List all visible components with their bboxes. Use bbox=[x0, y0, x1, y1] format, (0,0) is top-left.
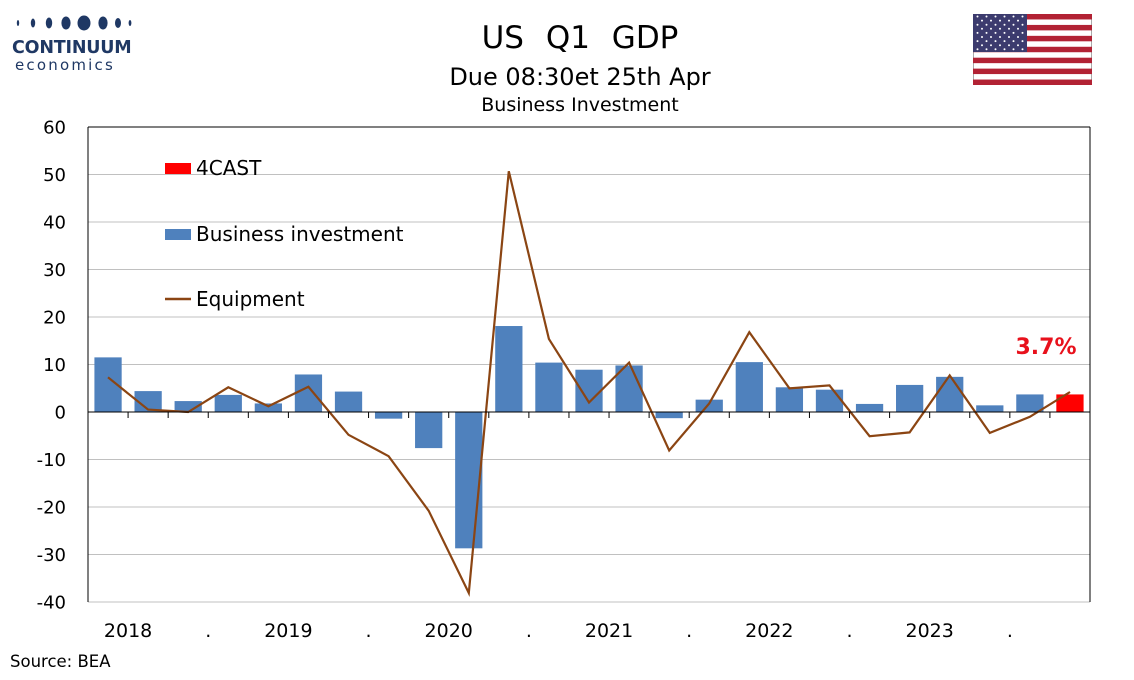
y-tick-label: -20 bbox=[37, 498, 66, 519]
x-tick-label: . bbox=[526, 620, 532, 642]
business-investment-bar bbox=[455, 412, 483, 549]
equipment-line bbox=[107, 170, 1071, 597]
y-tick-label: -10 bbox=[37, 450, 66, 471]
y-tick-label: 10 bbox=[43, 355, 66, 376]
bar-series bbox=[94, 326, 1084, 549]
logo-tagline: economics bbox=[15, 56, 115, 74]
business-investment-bar bbox=[415, 412, 443, 449]
business-investment-bar bbox=[334, 391, 363, 412]
business-investment-bar bbox=[294, 374, 323, 412]
business-investment-bar bbox=[855, 403, 884, 412]
y-tick-label: -30 bbox=[37, 545, 66, 566]
x-tick-label: . bbox=[1007, 620, 1013, 642]
business-investment-bar bbox=[695, 399, 723, 412]
source-note: Source: BEA bbox=[10, 652, 111, 671]
x-axis-ticks: 2018. 2019. 2020. 2021. 2022. 2023. bbox=[104, 620, 1013, 642]
continuum-economics-logo: CONTINUUM economics bbox=[12, 14, 134, 73]
y-tick-label: -40 bbox=[37, 593, 66, 614]
business-investment-bar bbox=[976, 405, 1004, 412]
business-investment-bar bbox=[896, 384, 924, 412]
business-investment-bar bbox=[495, 326, 523, 412]
x-tick-label: 2018 bbox=[104, 620, 152, 642]
chart-title: US Q1 GDP bbox=[481, 20, 679, 56]
business-investment-bar bbox=[214, 394, 242, 412]
business-investment-bar bbox=[374, 412, 403, 419]
legend-swatch-4cast bbox=[165, 163, 191, 174]
business-investment-bar bbox=[775, 387, 804, 412]
logo-dots-icon bbox=[16, 15, 132, 31]
x-tick-label: 2020 bbox=[425, 620, 473, 642]
x-tick-label: 2021 bbox=[585, 620, 633, 642]
business-investment-bar bbox=[1016, 394, 1044, 412]
y-tick-label: 20 bbox=[43, 308, 66, 329]
business-investment-bar bbox=[134, 391, 162, 412]
forecast-callout-label: 3.7% bbox=[1015, 335, 1076, 360]
x-tick-label: . bbox=[366, 620, 372, 642]
chart-subtitle-secondary: Business Investment bbox=[481, 94, 679, 116]
y-tick-label: 30 bbox=[43, 260, 66, 281]
axes bbox=[87, 126, 1091, 602]
business-investment-bar bbox=[735, 362, 763, 412]
logo-wordmark: CONTINUUM bbox=[12, 38, 132, 58]
business-investment-bar bbox=[535, 362, 563, 412]
business-investment-bar bbox=[815, 389, 844, 412]
gridlines bbox=[88, 126, 1090, 603]
y-tick-label: 0 bbox=[55, 403, 66, 424]
x-tick-label: . bbox=[686, 620, 692, 642]
equipment-line-series bbox=[107, 170, 1071, 597]
legend: 4CAST Business investment Equipment bbox=[165, 156, 404, 311]
legend-label: Business investment bbox=[196, 222, 404, 246]
x-tick-label: 2019 bbox=[264, 620, 312, 642]
y-axis-ticks: 60 50 40 30 20 10 0 -10 -20 -30 -40 bbox=[37, 118, 66, 614]
y-tick-label: 50 bbox=[43, 165, 66, 186]
legend-label: 4CAST bbox=[196, 156, 262, 180]
y-tick-label: 60 bbox=[43, 118, 66, 139]
x-tick-label: 2022 bbox=[745, 620, 793, 642]
forecast-bar bbox=[1056, 394, 1084, 412]
x-tick-label: . bbox=[846, 620, 852, 642]
x-tick-label: 2023 bbox=[906, 620, 954, 642]
legend-swatch-business-investment bbox=[165, 229, 191, 240]
business-investment-bar bbox=[936, 376, 964, 412]
business-investment-bar bbox=[254, 403, 282, 412]
business-investment-bar bbox=[575, 369, 603, 412]
business-investment-bar bbox=[655, 412, 683, 419]
us-flag-icon bbox=[973, 14, 1092, 85]
business-investment-bar bbox=[174, 401, 202, 412]
y-tick-label: 40 bbox=[43, 213, 66, 234]
chart-subtitle: Due 08:30et 25th Apr bbox=[449, 63, 711, 91]
x-tick-label: . bbox=[205, 620, 211, 642]
legend-label: Equipment bbox=[196, 287, 305, 311]
